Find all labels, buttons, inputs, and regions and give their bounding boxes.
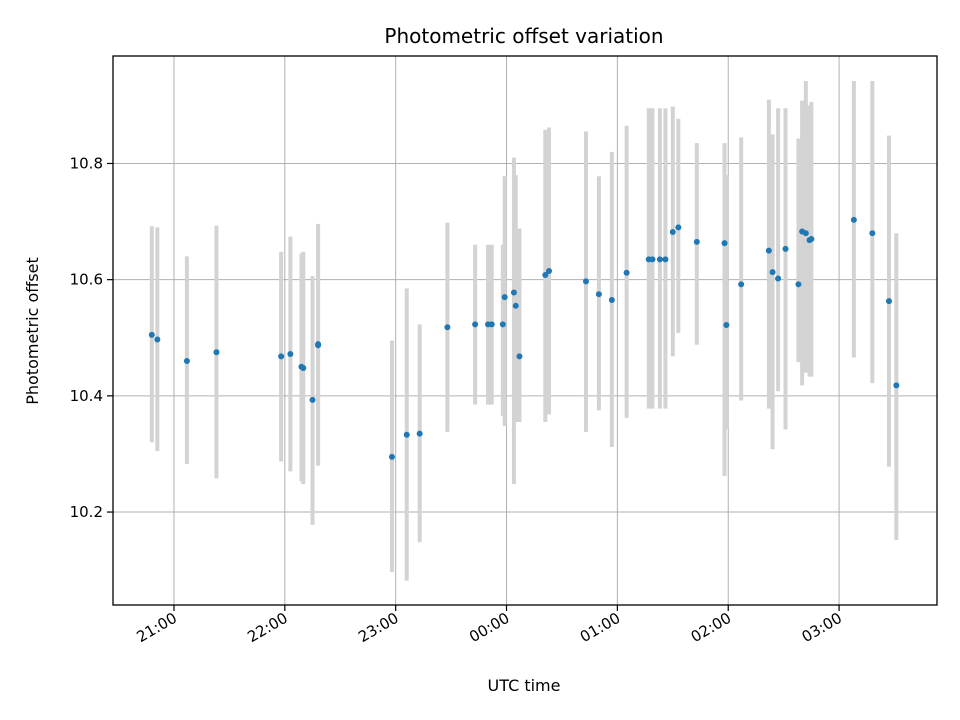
- data-point: [769, 269, 776, 276]
- data-point: [662, 256, 669, 263]
- x-tick-label: 03:00: [799, 609, 845, 646]
- y-tick-label: 10.6: [70, 271, 103, 289]
- data-point: [516, 353, 523, 360]
- data-point: [656, 256, 663, 263]
- data-point: [501, 294, 508, 301]
- data-point: [315, 341, 322, 348]
- plot-frame: [112, 55, 938, 606]
- data-point: [775, 275, 782, 282]
- grid: [113, 56, 937, 605]
- data-point: [546, 267, 553, 274]
- data-point: [623, 269, 630, 276]
- data-point: [582, 278, 589, 285]
- data-point: [795, 281, 802, 288]
- data-point: [213, 349, 220, 356]
- data-point: [309, 396, 316, 403]
- data-point: [721, 240, 728, 247]
- data-point: [542, 272, 549, 279]
- data-point: [444, 324, 451, 331]
- data-point: [595, 291, 602, 298]
- y-tick-label: 10.2: [70, 503, 103, 521]
- data-point: [738, 281, 745, 288]
- y-axis-label: Photometric offset: [23, 257, 42, 405]
- data-point: [416, 430, 423, 437]
- data-point: [723, 321, 730, 328]
- x-axis-label: UTC time: [488, 676, 561, 695]
- data-point: [499, 321, 506, 328]
- data-point: [802, 230, 809, 237]
- data-point: [782, 245, 789, 252]
- error-bars: [149, 80, 899, 581]
- x-tick-label: 02:00: [688, 609, 734, 646]
- data-point: [510, 289, 517, 296]
- y-tick-label: 10.4: [70, 387, 103, 405]
- data-point: [893, 382, 900, 389]
- x-tick-label: 21:00: [134, 609, 180, 646]
- data-point: [869, 230, 876, 237]
- data-point: [675, 224, 682, 231]
- data-point: [472, 321, 479, 328]
- data-points: [148, 216, 900, 460]
- data-point: [488, 321, 495, 328]
- data-point: [403, 431, 410, 438]
- data-point: [765, 247, 772, 254]
- data-point: [693, 238, 700, 245]
- data-point: [300, 364, 307, 371]
- data-point: [512, 302, 519, 309]
- data-point: [885, 298, 892, 305]
- data-point: [850, 216, 857, 223]
- data-point: [183, 358, 190, 364]
- data-point: [808, 236, 815, 242]
- x-tick-label: 01:00: [577, 609, 623, 646]
- x-tick-label: 00:00: [466, 609, 512, 646]
- x-tick-label: 22:00: [244, 609, 290, 646]
- data-point: [608, 297, 615, 303]
- data-point: [649, 256, 656, 263]
- data-point: [287, 351, 294, 358]
- data-point: [148, 331, 155, 338]
- chart-title: Photometric offset variation: [384, 24, 663, 48]
- data-point: [388, 453, 395, 460]
- data-point: [669, 229, 676, 236]
- data-point: [154, 336, 161, 343]
- y-tick-label: 10.8: [70, 154, 103, 172]
- x-tick-label: 23:00: [355, 609, 401, 646]
- data-point: [278, 353, 285, 360]
